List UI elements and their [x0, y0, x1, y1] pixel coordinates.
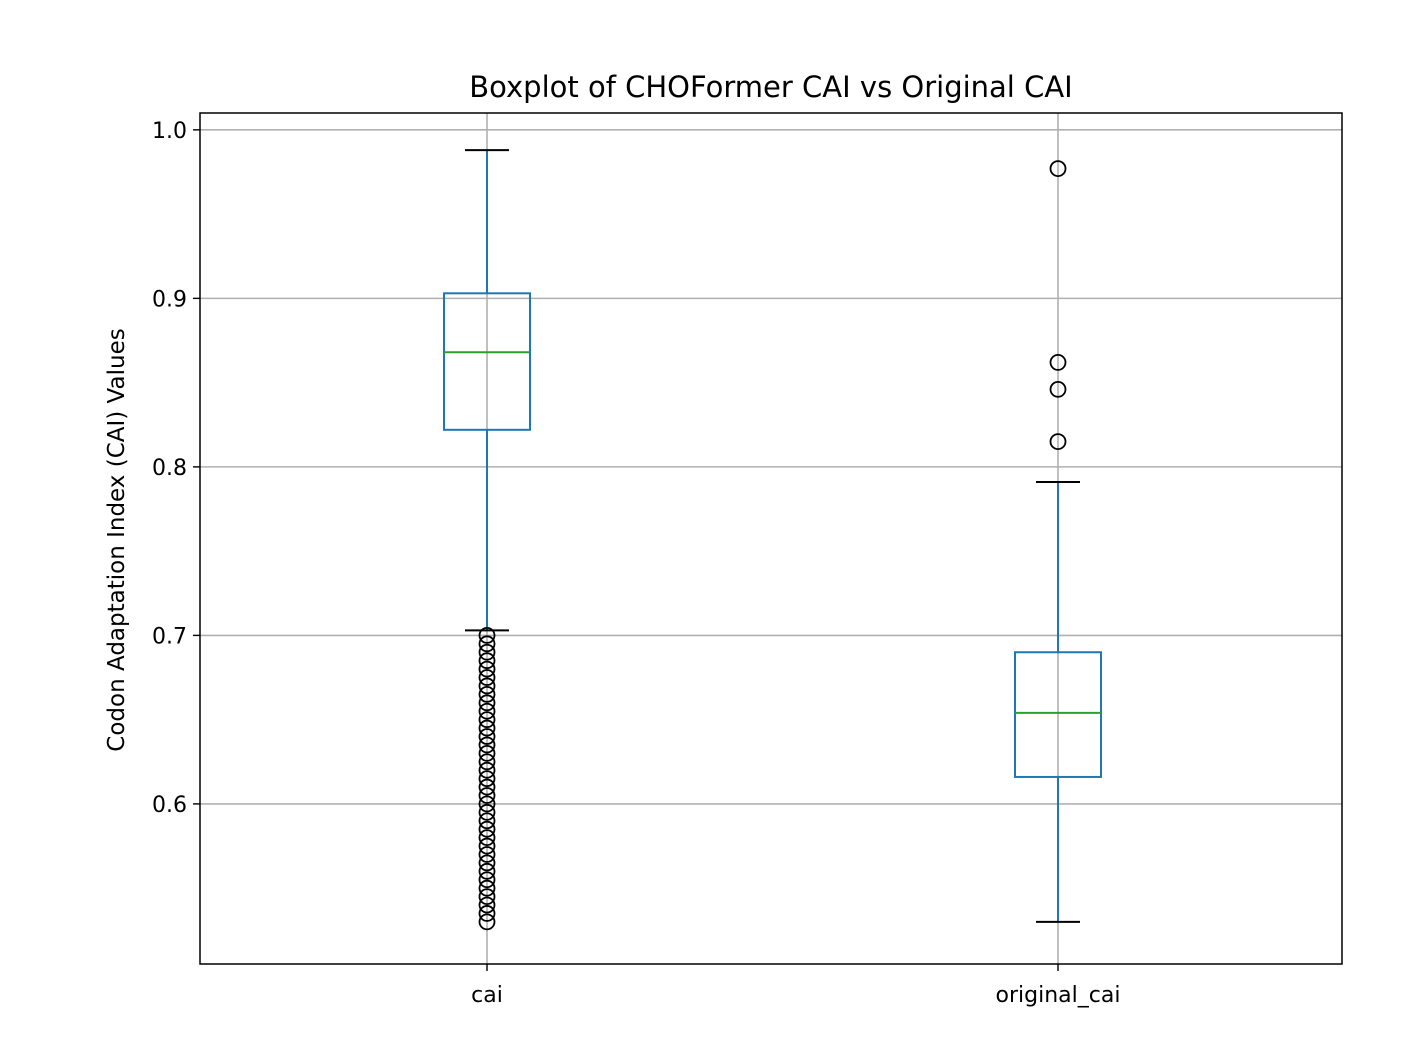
outlier-point	[478, 677, 496, 695]
outlier-point	[478, 871, 496, 889]
outlier-point	[478, 711, 496, 729]
outlier-point	[478, 820, 496, 838]
y-tick-label: 0.6	[152, 793, 187, 818]
outlier-point	[478, 736, 496, 754]
outlier-point	[1049, 380, 1067, 398]
y-axis-label: Codon Adaptation Index (CAI) Values	[104, 328, 130, 751]
outlier-point	[478, 896, 496, 914]
outlier-point	[478, 778, 496, 796]
box-group-original_cai	[1014, 160, 1102, 923]
outlier-point	[478, 837, 496, 855]
iqr-box	[443, 292, 531, 431]
outlier-point	[478, 803, 496, 821]
outlier-point	[1049, 354, 1067, 371]
outlier-point	[478, 669, 496, 686]
outlier-point	[478, 879, 496, 897]
plot-marks	[443, 149, 1102, 931]
y-tick-label: 1.0	[152, 119, 187, 144]
outlier-point	[478, 854, 496, 872]
x-tick-label: cai	[471, 983, 503, 1008]
outlier-point	[1049, 160, 1067, 178]
outlier-point	[478, 753, 496, 771]
outlier-point	[478, 829, 496, 847]
outlier-point	[478, 905, 496, 922]
outlier-point	[478, 643, 496, 661]
outlier-point	[478, 685, 496, 703]
y-tick-label: 0.8	[152, 456, 187, 481]
outlier-point	[478, 652, 496, 670]
outlier-point	[1049, 433, 1067, 451]
x-tick-label: original_cai	[996, 983, 1121, 1008]
outlier-point	[478, 660, 496, 678]
outlier-point	[478, 744, 496, 762]
outlier-point	[478, 770, 496, 788]
y-tick-label: 0.9	[152, 287, 187, 312]
outlier-point	[478, 635, 496, 653]
outlier-point	[478, 626, 496, 644]
outlier-point	[478, 719, 496, 737]
axis-ticks: 0.6 0.7 0.8 0.9 1.0 cai original_cai	[152, 119, 1120, 1008]
outlier-point	[478, 862, 496, 880]
outlier-point	[478, 812, 496, 830]
outlier-point	[478, 846, 496, 863]
plot-area-frame	[199, 112, 1343, 965]
outlier-point	[478, 913, 496, 931]
outlier-point	[478, 728, 496, 745]
outlier-point	[478, 694, 496, 712]
outlier-point	[478, 702, 496, 720]
outlier-point	[478, 795, 496, 813]
outlier-point	[478, 761, 496, 779]
box-group-cai	[443, 149, 531, 931]
outlier-point	[478, 787, 496, 804]
y-tick-label: 0.7	[152, 624, 187, 649]
iqr-box	[1014, 651, 1102, 778]
outlier-point	[478, 888, 496, 905]
chart-title: Boxplot of CHOFormer CAI vs Original CAI	[469, 70, 1072, 104]
